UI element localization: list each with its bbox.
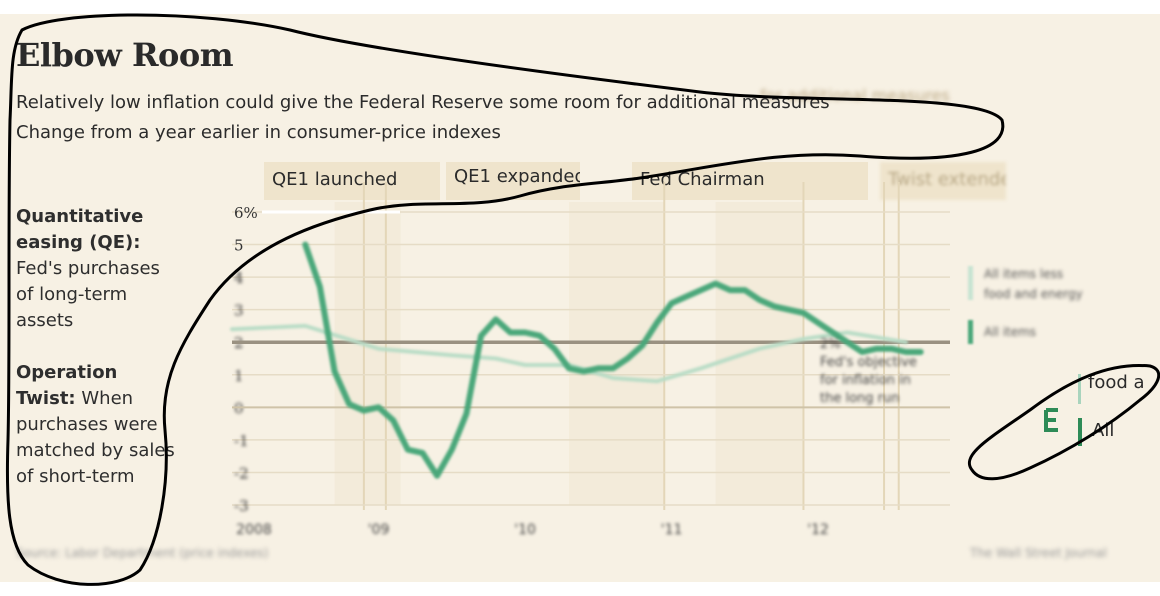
annotation-line: Fed's objective <box>820 355 917 370</box>
y-tick-label: -1 <box>234 432 249 450</box>
y-tick-label: 5 <box>234 237 244 255</box>
legend-faint-core-label-1: All items less <box>984 267 1063 281</box>
legend-core-label: food a <box>1088 372 1145 393</box>
y-tick-label: 4 <box>234 269 244 287</box>
y-tick-label: 6% <box>234 204 258 222</box>
event-band <box>569 202 665 505</box>
event-band <box>715 202 804 505</box>
y-tick-label: -3 <box>234 497 249 515</box>
annotation-line: the long run <box>820 391 899 406</box>
legend-faint-core-label-2: food and energy <box>984 287 1083 301</box>
x-tick-label: 2008 <box>236 522 272 538</box>
legend-faint-all-label: All items <box>984 325 1036 339</box>
x-tick-label: '10 <box>514 522 536 538</box>
legend-core-swatch <box>1078 374 1081 404</box>
y-tick-label: 1 <box>234 367 244 385</box>
legend-all-swatch <box>1078 418 1082 446</box>
x-tick-label: '11 <box>661 522 683 538</box>
source-note: Source: Labor Department (price indexes) <box>16 546 269 560</box>
legend-all-label: All <box>1092 420 1115 441</box>
x-tick-label: '09 <box>368 522 390 538</box>
y-tick-label: -2 <box>234 464 249 482</box>
x-tick-label: '12 <box>807 522 829 538</box>
annotation-line: for inflation in <box>820 373 911 388</box>
legend-faint-all-swatch <box>968 320 973 344</box>
credit-note: The Wall Street Journal <box>970 546 1107 560</box>
annotation-line: 2% <box>820 337 841 352</box>
y-tick-label: 3 <box>234 302 244 320</box>
legend-faint-core-swatch <box>968 266 973 300</box>
legend-accent-mark <box>1044 408 1058 432</box>
event-band <box>334 202 401 505</box>
